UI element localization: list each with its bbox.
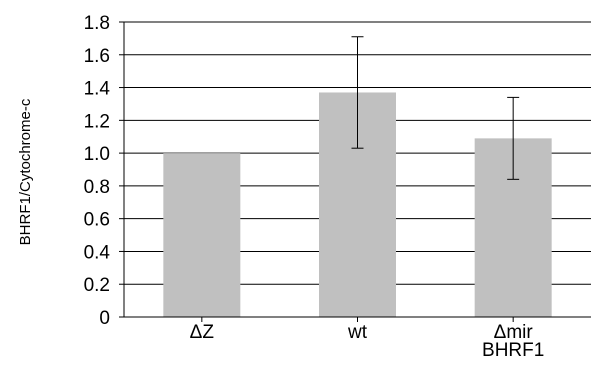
y-tick-label: 0 (99, 308, 110, 329)
y-tick-label: 1.8 (84, 13, 110, 34)
y-tick-label: 1.6 (84, 46, 110, 67)
x-category-label: ΔZ (190, 322, 215, 343)
y-tick-labels: 0 0.2 0.4 0.6 0.8 1.0 1.2 1.4 1.6 1.8 (84, 13, 111, 329)
y-tick-label: 0.4 (84, 242, 111, 263)
y-axis-title: BHRF1/Cytochrome-c (17, 98, 34, 245)
error-bars (351, 36, 520, 180)
y-tick-label: 1.4 (84, 79, 111, 100)
bar (163, 153, 241, 317)
x-category-label: wt (347, 322, 368, 343)
y-tick-label: 0.2 (84, 275, 110, 296)
axes (119, 21, 591, 322)
y-tick-label: 0.8 (84, 177, 110, 198)
y-tick-label: 1.2 (84, 111, 110, 132)
x-category-label: BHRF1 (482, 340, 544, 361)
y-tick-label: 0.6 (84, 210, 110, 231)
x-category-label: Δmir (494, 322, 534, 343)
y-tick-label: 1.0 (84, 144, 110, 165)
